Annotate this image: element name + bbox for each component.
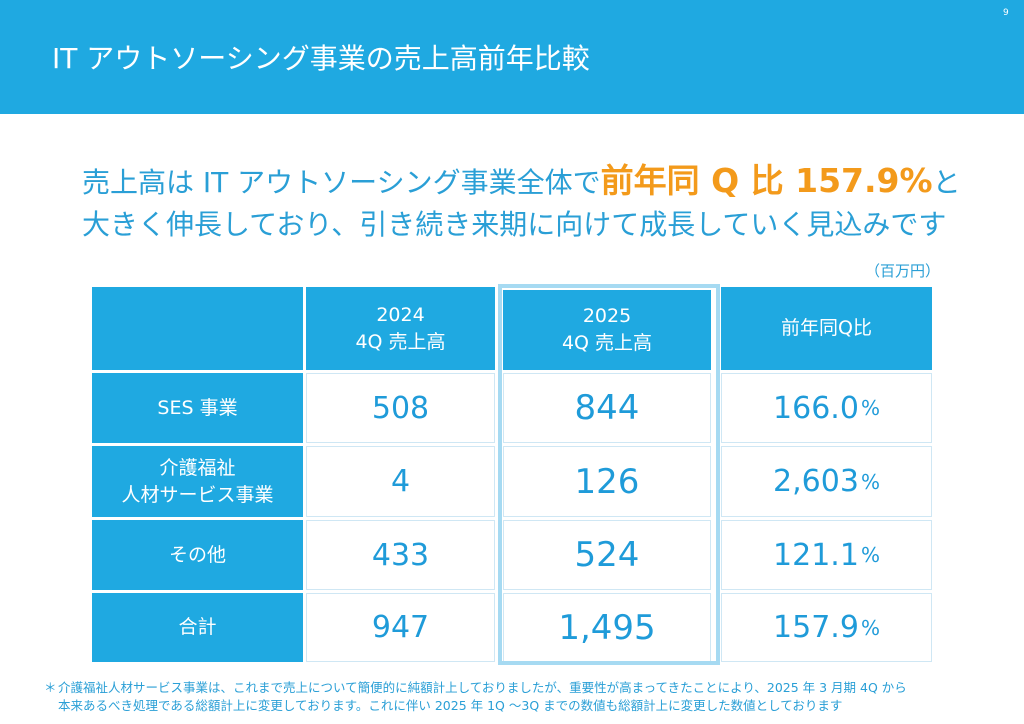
header-2025: 2025 4Q 売上高 xyxy=(503,290,711,370)
header-2024-year: 2024 xyxy=(376,303,425,326)
percent-sign: % xyxy=(860,615,880,640)
ratio-value: 166.0 xyxy=(773,390,859,426)
cell-ratio-ses: 166.0% xyxy=(721,373,932,443)
ratio-value: 157.9 xyxy=(773,610,859,645)
cell-2025-care: 126 xyxy=(503,446,711,517)
header-2024: 2024 4Q 売上高 xyxy=(306,287,495,370)
cell-2025-ses: 844 xyxy=(503,373,711,443)
cell-2025-other: 524 xyxy=(503,520,711,590)
header-ratio: 前年同Q比 xyxy=(721,287,932,370)
headline-text: 売上高は IT アウトソーシング事業全体で xyxy=(82,166,601,199)
footnote: ＊ 介護福祉人材サービス事業は、これまで売上について簡便的に純額計上しておりまし… xyxy=(44,679,907,715)
footnote-marker: ＊ xyxy=(44,680,57,695)
row-label-care-line2: 人材サービス事業 xyxy=(121,483,274,506)
cell-ratio-other: 121.1% xyxy=(721,520,932,590)
cell-2024-other: 433 xyxy=(306,520,495,590)
footnote-line-2: 本来あるべき処理である総額計上に変更しております。これに伴い 2025 年 1Q… xyxy=(58,698,843,713)
row-label-total: 合計 xyxy=(92,593,303,662)
row-label-other: その他 xyxy=(92,520,303,590)
header-2025-label: 4Q 売上高 xyxy=(561,332,653,354)
percent-sign: % xyxy=(860,469,880,494)
percent-sign: % xyxy=(860,543,880,567)
cell-2024-total: 947 xyxy=(306,593,495,662)
header-corner xyxy=(92,287,303,370)
cell-2024-care: 4 xyxy=(306,446,495,517)
headline-highlight: 前年同 Q 比 157.9% xyxy=(600,161,933,200)
ratio-value: 121.1 xyxy=(773,537,859,573)
ratio-value: 2,603 xyxy=(773,464,859,499)
cell-ratio-total: 157.9% xyxy=(721,593,932,662)
headline-line-2: 大きく伸長しており、引き続き来期に向けて成長していく見込みです xyxy=(82,208,947,241)
headline-text-end: と xyxy=(932,166,961,199)
header-2025-year: 2025 xyxy=(582,305,632,327)
cell-ratio-care: 2,603% xyxy=(721,446,932,517)
row-label-care: 介護福祉人材サービス事業 xyxy=(92,446,303,517)
header-2024-label: 4Q 売上高 xyxy=(355,330,446,353)
row-label-ses: SES 事業 xyxy=(92,373,303,443)
row-label-care-line1: 介護福祉 xyxy=(159,456,236,479)
cell-2024-ses: 508 xyxy=(306,373,495,443)
footnote-line-1: 介護福祉人材サービス事業は、これまで売上について簡便的に純額計上しておりましたが… xyxy=(58,680,907,695)
slide-title: IT アウトソーシング事業の売上高前年比較 xyxy=(52,42,590,75)
title-bar: IT アウトソーシング事業の売上高前年比較 9 xyxy=(0,0,1024,114)
headline-line-1: 売上高は IT アウトソーシング事業全体で前年同 Q 比 157.9%と xyxy=(82,154,961,202)
highlight-frame-2025 xyxy=(498,284,720,665)
cell-2025-total: 1,495 xyxy=(503,593,711,662)
percent-sign: % xyxy=(860,396,880,420)
unit-label: （百万円） xyxy=(865,262,941,280)
page-number: 9 xyxy=(1003,8,1009,18)
